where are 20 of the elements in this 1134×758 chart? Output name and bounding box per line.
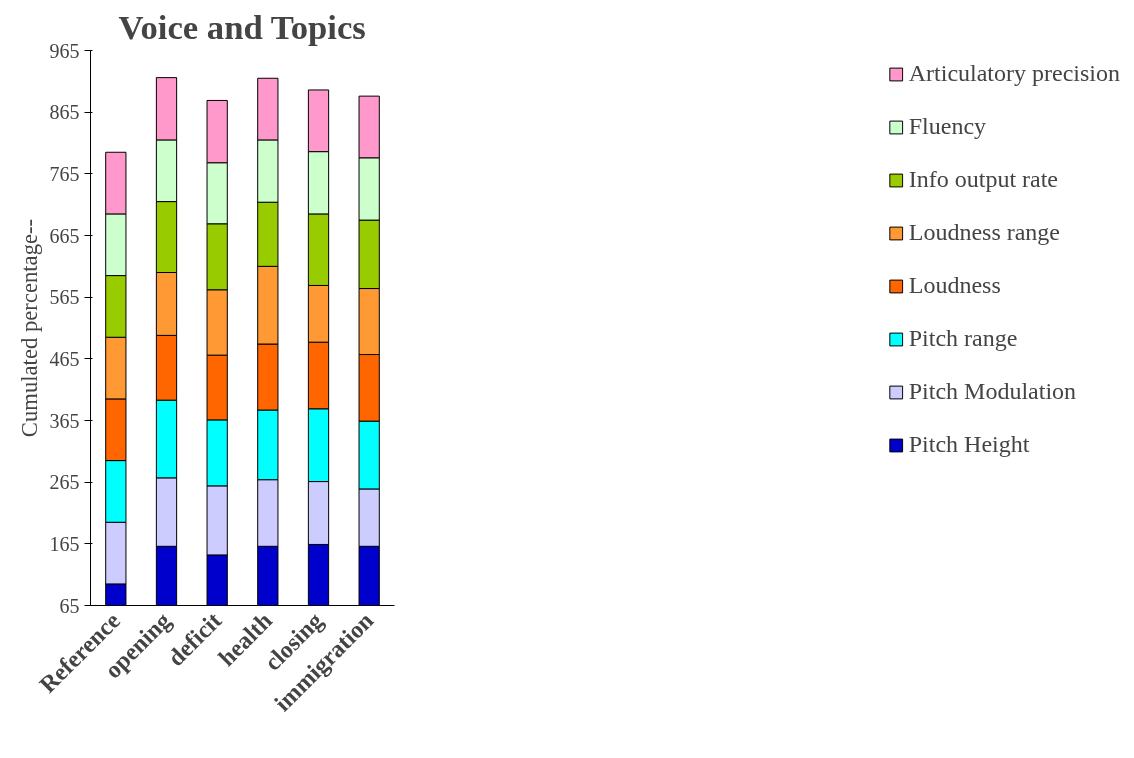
y-tick-label: 965: [49, 39, 80, 62]
y-tick-label: 665: [49, 224, 80, 247]
y-tick-label: 65: [59, 594, 80, 617]
legend-label: Fluency: [908, 113, 987, 140]
legend-label: Pitch range: [908, 325, 1018, 352]
legend-label: Loudness range: [908, 219, 1061, 246]
legend-label: Loudness: [908, 272, 1001, 299]
y-tick-label: 365: [49, 409, 80, 432]
y-axis-title: Cumulated percentage--: [16, 218, 42, 438]
legend-label: Articulatory precision: [908, 60, 1120, 87]
y-tick-label: 865: [49, 101, 80, 124]
y-tick-label: 165: [49, 532, 80, 555]
y-tick-label: 565: [49, 286, 80, 309]
chart-title: Voice and Topics: [118, 7, 366, 46]
legend-label: Info output rate: [908, 166, 1059, 193]
legend-label: Pitch Height: [908, 431, 1030, 458]
y-tick-label: 765: [49, 162, 80, 185]
y-tick-label: 465: [49, 347, 80, 370]
y-tick-label: 265: [49, 471, 80, 494]
legend-label: Pitch Modulation: [908, 378, 1077, 405]
